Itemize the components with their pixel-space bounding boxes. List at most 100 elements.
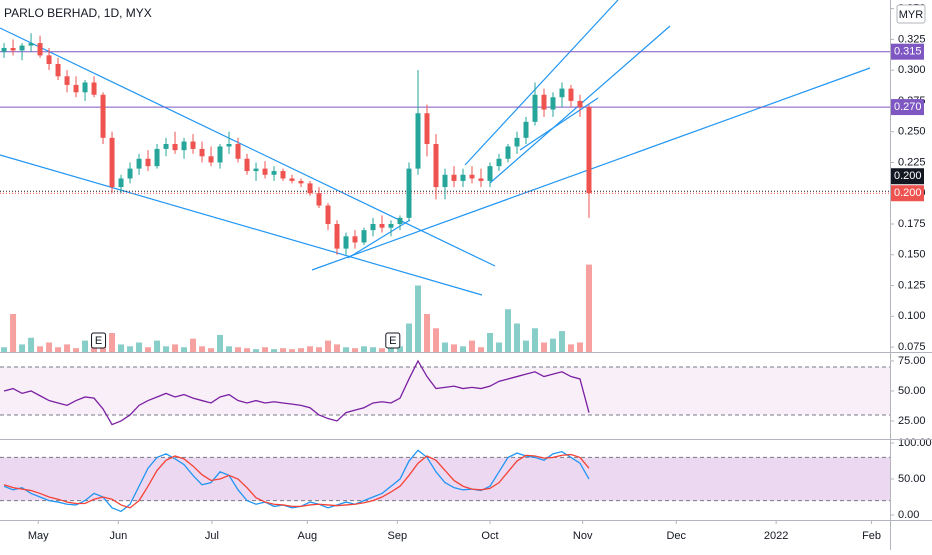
- candle-body: [523, 121, 529, 138]
- x-tick-label: Jul: [205, 530, 219, 542]
- candle-body: [352, 236, 358, 243]
- candle-body: [442, 174, 448, 188]
- candle-body: [514, 137, 520, 147]
- candle-body: [559, 88, 565, 98]
- volume-bar: [379, 348, 386, 352]
- volume-bar: [145, 347, 152, 352]
- candle-body: [172, 144, 178, 151]
- volume-bar: [226, 346, 233, 352]
- candle-body: [325, 205, 331, 224]
- volume-bar: [504, 309, 511, 352]
- volume-bar: [73, 348, 80, 352]
- candle-body: [541, 94, 547, 110]
- candle-body: [73, 84, 79, 93]
- volume-bar: [567, 344, 574, 352]
- candle-body: [577, 100, 583, 108]
- volume-bar: [235, 347, 242, 352]
- volume-bar: [361, 346, 368, 352]
- candle-body: [415, 113, 421, 169]
- candle-body: [424, 113, 430, 144]
- x-tick-label: Nov: [573, 530, 593, 542]
- volume-bar: [244, 348, 251, 352]
- volume-bar: [199, 346, 206, 352]
- candle-body: [469, 174, 475, 179]
- y-tick-label: 0.175: [898, 218, 926, 230]
- volume-bar: [343, 347, 350, 352]
- volume-bar: [253, 349, 260, 352]
- y-tick-label: 100.00: [898, 437, 932, 449]
- x-tick-label: May: [28, 530, 49, 542]
- candle-body: [568, 88, 574, 101]
- volume-bar: [558, 331, 565, 352]
- y-tick-label: 75.00: [898, 355, 926, 367]
- volume-bar: [307, 346, 314, 352]
- candle-body: [28, 43, 34, 46]
- volume-bar: [370, 347, 377, 352]
- candle-body: [127, 168, 133, 179]
- candle-body: [154, 148, 160, 167]
- plot: 0.3500.3250.3000.2750.2500.2250.2000.175…: [0, 3, 932, 542]
- candle-body: [271, 171, 277, 175]
- volume-bar: [163, 346, 170, 352]
- candle-body: [91, 82, 97, 95]
- volume-bar: [316, 347, 323, 352]
- candle-body: [64, 76, 70, 85]
- volume-bar: [28, 337, 35, 352]
- volume-bar: [154, 340, 161, 352]
- candle-body: [190, 141, 196, 149]
- volume-bar: [477, 347, 484, 352]
- x-tick-label: 2022: [764, 530, 788, 542]
- volume-bar: [91, 346, 98, 352]
- volume-bar: [576, 342, 583, 352]
- candle-body: [46, 55, 52, 64]
- y-tick-label: 0.250: [898, 126, 926, 138]
- price-label-box: [890, 168, 924, 185]
- x-tick-label: Feb: [862, 530, 881, 542]
- volume-bar: [10, 314, 17, 352]
- candle-body: [208, 156, 214, 163]
- candle-body: [433, 144, 439, 188]
- volume-bar: [289, 349, 296, 352]
- price-label: 0.315: [894, 46, 922, 58]
- candle-body: [406, 168, 412, 218]
- candle-body: [397, 217, 403, 224]
- volume-bar: [271, 349, 278, 352]
- indicator-line: [3, 449, 590, 513]
- candle-body: [586, 107, 592, 194]
- volume-bar: [64, 344, 71, 352]
- volume-bar: [540, 342, 547, 352]
- band: [0, 457, 890, 501]
- volume-bar: [450, 344, 457, 352]
- volume-bar: [46, 342, 53, 352]
- volume-bar: [397, 346, 404, 352]
- price-label: 0.270: [894, 101, 922, 113]
- candle-body: [10, 48, 16, 51]
- candle-body: [262, 168, 268, 175]
- candle-body: [226, 144, 232, 147]
- currency-box[interactable]: [896, 4, 926, 24]
- candle-body: [379, 224, 385, 228]
- volume-bar: [127, 346, 134, 352]
- candle-body: [532, 94, 538, 122]
- x-tick-label: Oct: [481, 530, 498, 542]
- price-label-box: [890, 185, 924, 202]
- volume-bar: [406, 323, 413, 352]
- volume-bar: [433, 328, 440, 352]
- indicator-line: [3, 359, 590, 426]
- indicator-line: [3, 453, 590, 509]
- x-tick-label: Jun: [109, 530, 127, 542]
- candle-body: [316, 193, 322, 206]
- currency[interactable]: MYR: [899, 9, 924, 21]
- candle-body: [460, 174, 466, 181]
- candle-body: [253, 168, 259, 172]
- candle-body: [487, 166, 493, 181]
- volume-bar: [181, 347, 188, 352]
- x-tick-label: Dec: [666, 530, 686, 542]
- y-tick-label: 0.100: [898, 310, 926, 322]
- candle-body: [478, 178, 484, 181]
- chart-title: PARLO BERHAD, 1D, MYX: [4, 6, 152, 20]
- candle-body: [298, 180, 304, 184]
- x-tick-label: Aug: [298, 530, 318, 542]
- y-tick-label: 0.300: [898, 64, 926, 76]
